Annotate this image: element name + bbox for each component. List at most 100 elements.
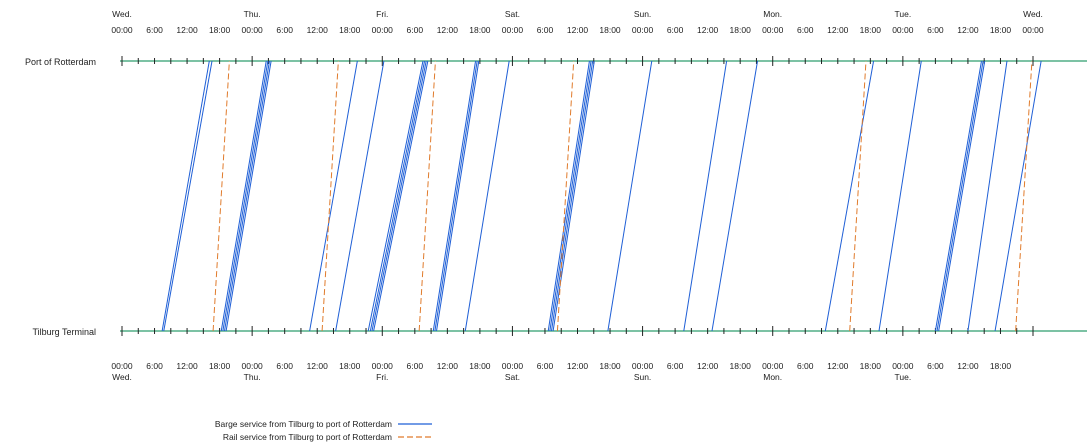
bottom-time-label: 18:00 [860,361,882,371]
top-time-label: 00:00 [1022,25,1044,35]
top-time-label: 00:00 [111,25,133,35]
bottom-time-label: 18:00 [209,361,231,371]
bottom-day-label: Mon. [763,372,782,382]
bottom-time-label: 18:00 [339,361,361,371]
bottom-time-label: 12:00 [567,361,589,371]
barge-trip-22 [711,60,759,332]
barge-trip-1 [163,60,213,332]
bottom-time-label: 6:00 [276,361,293,371]
top-day-label: Thu. [244,9,261,19]
barge-trip-19 [552,60,595,332]
top-time-label: 00:00 [892,25,914,35]
top-day-label: Sat. [505,9,520,19]
barge-trip-7 [335,60,385,332]
legend-label-1: Rail service from Tilburg to port of Rot… [223,432,392,442]
bottom-time-label: 18:00 [730,361,752,371]
bottom-day-label: Sat. [505,372,520,382]
bottom-time-label: 12:00 [957,361,979,371]
legend-label-0: Barge service from Tilburg to port of Ro… [215,419,392,429]
top-time-label: 12:00 [697,25,719,35]
rail-trip-5 [1015,60,1033,332]
bottom-time-label: 6:00 [407,361,424,371]
barge-trip-17 [549,60,592,332]
barge-trip-18 [550,60,594,332]
bottom-time-label: 6:00 [537,361,554,371]
bottom-time-label: 00:00 [502,361,524,371]
rail-trip-3 [556,60,575,332]
barge-trip-23 [824,60,875,332]
station-label-0: Port of Rotterdam [25,57,96,67]
top-time-label: 18:00 [860,25,882,35]
barge-trip-10 [371,60,427,332]
barge-trip-12 [432,60,477,332]
top-time-label: 12:00 [567,25,589,35]
barge-trip-26 [936,60,984,332]
top-time-label: 18:00 [339,25,361,35]
station-labels: Port of Rotterdam Tilburg Terminal [25,56,1087,337]
barge-trip-9 [369,60,426,332]
top-time-label: 12:00 [307,25,329,35]
barge-trip-29 [994,60,1042,332]
barge-trip-2 [220,60,267,332]
top-day-label: Wed. [1023,9,1043,19]
top-time-label: 6:00 [667,25,684,35]
top-time-label: 6:00 [146,25,163,35]
bottom-time-label: 00:00 [372,361,394,371]
top-time-label: 6:00 [927,25,944,35]
barge-trip-13 [434,60,478,332]
service-trips [161,60,1042,332]
barge-trip-28 [967,60,1008,332]
top-time-label: 12:00 [176,25,198,35]
bottom-time-label: 6:00 [146,361,163,371]
bottom-time-label: 00:00 [632,361,654,371]
top-day-label: Wed. [112,9,132,19]
bottom-day-label: Wed. [112,372,132,382]
top-time-label: 18:00 [990,25,1012,35]
top-time-axis: Wed. 00:00 6:00 12:00 18:00 Thu. 00:00 6:00 12:0… [111,9,1044,35]
top-time-label: 12:00 [437,25,459,35]
bottom-time-label: 12:00 [307,361,329,371]
barge-trip-3 [222,60,269,332]
bottom-time-label: 18:00 [469,361,491,371]
barge-trip-24 [878,60,922,332]
top-time-label: 00:00 [632,25,654,35]
top-time-label: 12:00 [957,25,979,35]
barge-trip-16 [547,60,590,332]
top-day-label: Fri. [376,9,388,19]
bottom-day-label: Fri. [376,372,388,382]
barge-trip-5 [225,60,272,332]
bottom-day-label: Thu. [244,372,261,382]
top-day-label: Tue. [895,9,912,19]
barge-trip-15 [464,60,510,332]
bottom-time-label: 12:00 [437,361,459,371]
top-time-label: 00:00 [242,25,264,35]
barge-trip-4 [223,60,270,332]
bottom-time-label: 12:00 [697,361,719,371]
top-time-label: 6:00 [407,25,424,35]
bottom-time-label: 00:00 [242,361,264,371]
top-time-label: 00:00 [372,25,394,35]
rail-trip-0 [212,60,230,332]
rail-trip-1 [321,60,339,332]
top-day-label: Mon. [763,9,782,19]
station-label-1: Tilburg Terminal [32,327,96,337]
top-time-label: 18:00 [469,25,491,35]
barge-trip-8 [367,60,424,332]
top-time-label: 12:00 [827,25,849,35]
bottom-time-label: 00:00 [111,361,133,371]
top-time-label: 6:00 [797,25,814,35]
top-time-label: 00:00 [762,25,784,35]
bottom-time-label: 18:00 [599,361,621,371]
barge-trip-14 [436,60,480,332]
bottom-day-label: Sun. [634,372,652,382]
bottom-day-label: Tue. [895,372,912,382]
bottom-time-label: 6:00 [667,361,684,371]
barge-trip-11 [373,60,429,332]
rail-trip-2 [418,60,436,332]
barge-trip-6 [309,60,358,332]
top-time-label: 18:00 [209,25,231,35]
bottom-time-label: 00:00 [892,361,914,371]
